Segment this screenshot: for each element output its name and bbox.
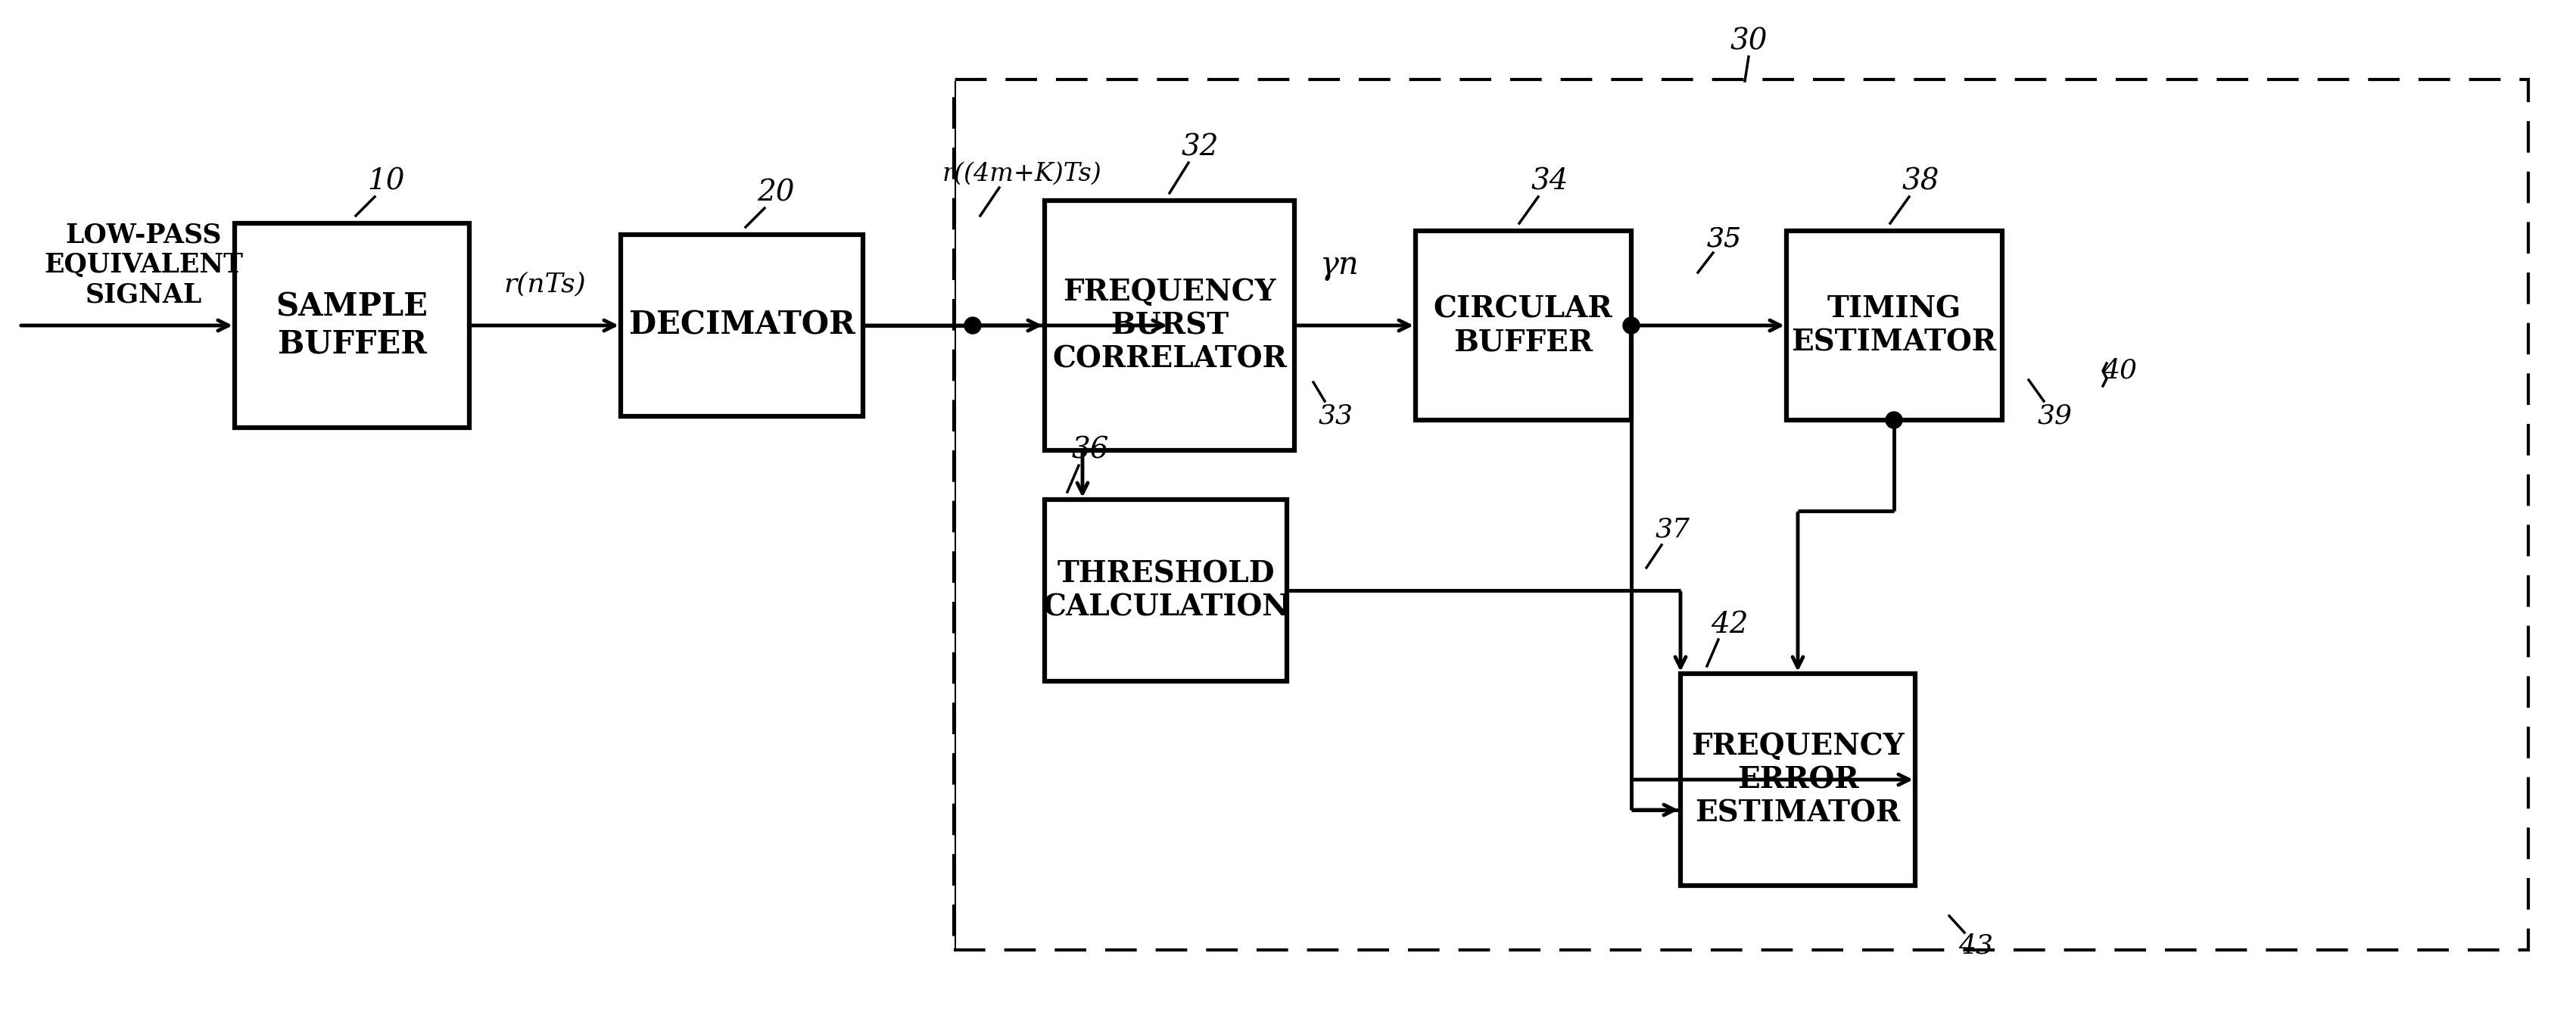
Text: FREQUENCY
ERROR
ESTIMATOR: FREQUENCY ERROR ESTIMATOR: [1692, 732, 1904, 828]
Text: 20: 20: [757, 179, 793, 207]
Text: 33: 33: [1319, 404, 1352, 429]
Text: 10: 10: [368, 168, 404, 195]
Bar: [234, 224, 469, 428]
Circle shape: [1623, 317, 1638, 334]
Bar: [1046, 200, 1293, 450]
Text: r((4m+K)Ts): r((4m+K)Ts): [943, 162, 1103, 186]
Text: 42: 42: [1710, 610, 1749, 639]
Text: γn: γn: [1321, 249, 1360, 280]
Circle shape: [1886, 412, 1901, 428]
Text: 38: 38: [1901, 168, 1940, 195]
Bar: [953, 80, 2527, 950]
Bar: [1680, 674, 1914, 886]
Text: 30: 30: [1731, 27, 1767, 56]
Text: CIRCULAR
BUFFER: CIRCULAR BUFFER: [1432, 294, 1613, 356]
Text: r(nTs): r(nTs): [505, 271, 587, 297]
Text: 32: 32: [1180, 134, 1218, 162]
Text: 39: 39: [2038, 404, 2074, 429]
Text: 40: 40: [2102, 358, 2138, 384]
Text: 34: 34: [1530, 168, 1569, 195]
Text: THRESHOLD
CALCULATION: THRESHOLD CALCULATION: [1043, 560, 1288, 621]
Text: 35: 35: [1708, 226, 1741, 251]
Text: 37: 37: [1656, 517, 1690, 542]
Text: TIMING
ESTIMATOR: TIMING ESTIMATOR: [1790, 294, 1996, 356]
Text: FREQUENCY
BURST
CORRELATOR: FREQUENCY BURST CORRELATOR: [1051, 277, 1288, 373]
Text: SAMPLE
BUFFER: SAMPLE BUFFER: [276, 291, 428, 359]
Bar: [621, 235, 863, 416]
Bar: [1046, 500, 1288, 681]
Text: 35: 35: [1708, 226, 1741, 251]
Text: DECIMATOR: DECIMATOR: [629, 310, 855, 341]
Bar: [1417, 231, 1631, 420]
Text: LOW-PASS
EQUIVALENT
SIGNAL: LOW-PASS EQUIVALENT SIGNAL: [44, 223, 242, 308]
Circle shape: [963, 317, 981, 334]
Bar: [1788, 231, 2002, 420]
Text: 36: 36: [1072, 436, 1108, 465]
Text: 43: 43: [1958, 933, 1994, 959]
